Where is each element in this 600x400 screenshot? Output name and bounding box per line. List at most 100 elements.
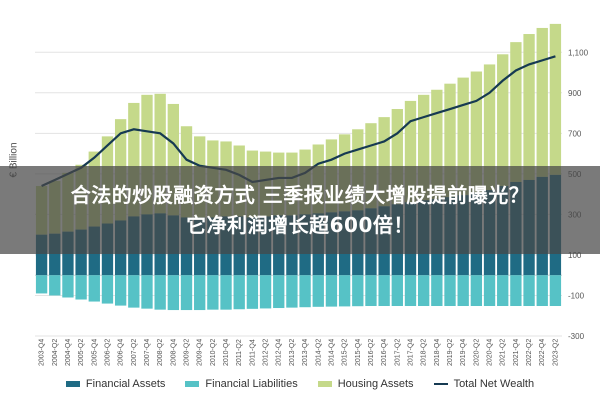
y-tick-label: 700 <box>568 129 582 138</box>
x-tick-label: 2003-Q4 <box>39 339 46 366</box>
housing-assets-bar <box>536 27 548 177</box>
housing-assets-bar <box>154 93 166 214</box>
financial-liabilities-bar <box>431 275 443 307</box>
x-tick-label: 2011-Q2 <box>236 339 243 366</box>
legend-label: Total Net Wealth <box>453 378 535 390</box>
financial-liabilities-bar <box>180 275 193 311</box>
overlay-subheadline: 它净利润增长超600倍！ <box>186 213 414 237</box>
x-tick-label: 2019-Q2 <box>447 339 454 366</box>
x-tick-label: 2020-Q4 <box>487 339 494 366</box>
x-tick-label: 2018-Q2 <box>421 339 428 366</box>
financial-liabilities-bar <box>259 275 272 309</box>
housing-assets-bar <box>431 89 443 200</box>
x-tick-label: 2020-Q2 <box>473 339 480 366</box>
x-tick-label: 2023-Q2 <box>552 339 559 366</box>
x-tick-label: 2006-Q2 <box>104 339 111 366</box>
x-tick-label: 2015-Q2 <box>342 339 349 366</box>
financial-liabilities-bar <box>365 275 377 307</box>
financial-liabilities-bar <box>220 275 232 310</box>
financial-liabilities-bar <box>404 275 417 307</box>
legend: Financial Assets Financial Liabilities Hou… <box>0 376 600 392</box>
housing-assets-bar <box>141 94 153 215</box>
x-tick-label: 2011-Q4 <box>249 339 256 366</box>
x-tick-label: 2012-Q4 <box>276 339 283 366</box>
x-tick-label: 2017-Q2 <box>394 339 401 366</box>
financial-liabilities-bar <box>101 275 114 304</box>
x-tick-label: 2012-Q2 <box>263 339 270 366</box>
x-tick-label: 2004-Q2 <box>52 339 59 366</box>
financial-liabilities-bar <box>128 275 140 308</box>
legend-swatch <box>433 383 448 385</box>
housing-assets-bar <box>497 54 509 187</box>
x-tick-label: 2014-Q4 <box>328 339 335 366</box>
x-tick-label: 2013-Q4 <box>302 339 309 366</box>
x-tick-label: 2017-Q4 <box>407 339 414 366</box>
x-tick-label: 2018-Q4 <box>434 339 441 366</box>
housing-assets-bar <box>510 42 522 182</box>
financial-liabilities-bar <box>299 275 311 308</box>
financial-liabilities-bar <box>167 275 180 311</box>
financial-liabilities-bar <box>88 275 100 302</box>
housing-assets-bar <box>457 77 469 196</box>
housing-assets-bar <box>404 100 417 203</box>
financial-liabilities-bar <box>312 275 324 307</box>
legend-swatch <box>65 381 80 387</box>
financial-liabilities-bar <box>444 275 456 307</box>
x-tick-label: 2005-Q2 <box>78 339 85 366</box>
y-tick-label: 1,100 <box>568 48 589 57</box>
housing-assets-bar <box>483 64 496 191</box>
x-tick-label: 2016-Q4 <box>381 339 388 366</box>
financial-liabilities-bar <box>141 275 153 309</box>
financial-liabilities-bar <box>378 275 390 307</box>
financial-liabilities-bar <box>286 275 298 308</box>
legend-label: Financial Assets <box>85 378 166 390</box>
x-tick-label: 2010-Q4 <box>223 339 230 366</box>
financial-liabilities-bar <box>194 275 206 311</box>
x-tick-label: 2021-Q2 <box>500 339 507 366</box>
financial-liabilities-bar <box>470 275 483 307</box>
financial-liabilities-bar <box>338 275 351 307</box>
housing-assets-bar <box>417 94 430 201</box>
overlay-headline: 合法的炒股融资方式 三季报业绩大增股提前曝光？ <box>70 183 530 207</box>
overlay-banner[interactable]: 合法的炒股融资方式 三季报业绩大增股提前曝光？ 它净利润增长超600倍！ <box>0 166 600 254</box>
x-tick-label: 2013-Q2 <box>289 339 296 366</box>
housing-assets-bar <box>444 83 456 198</box>
financial-liabilities-bar <box>523 275 535 307</box>
x-tick-label: 2004-Q4 <box>65 339 72 366</box>
y-tick-label: 100 <box>568 251 582 260</box>
financial-liabilities-bar <box>457 275 469 307</box>
financial-liabilities-bar <box>246 275 259 309</box>
legend-item: Financial Assets <box>65 378 166 390</box>
x-tick-labels: 2003-Q4 2004-Q2 2004-Q4 2005-Q2 2005-Q4 2006-… <box>39 339 560 366</box>
x-tick-label: 2014-Q2 <box>315 339 322 366</box>
legend-item: Housing Assets <box>317 378 414 390</box>
financial-liabilities-bar <box>62 275 74 298</box>
financial-liabilities-bar <box>536 275 548 307</box>
financial-liabilities-bar <box>325 275 338 307</box>
x-tick-label: 2006-Q4 <box>118 339 125 366</box>
x-tick-label: 2005-Q4 <box>91 339 98 366</box>
financial-liabilities-bar <box>49 275 61 296</box>
financial-liabilities-bar <box>510 275 522 307</box>
y-tick-label: -100 <box>568 291 585 300</box>
x-tick-label: 2010-Q2 <box>210 339 217 366</box>
financial-liabilities-bar <box>549 275 562 307</box>
housing-assets-bar <box>365 123 377 209</box>
financial-liabilities-bar <box>483 275 496 307</box>
financial-liabilities-bar <box>417 275 430 307</box>
housing-assets-bar <box>470 71 483 194</box>
housing-assets-bar <box>523 34 535 180</box>
financial-liabilities-bar <box>207 275 219 310</box>
financial-liabilities-bar <box>497 275 509 307</box>
x-tick-label: 2009-Q2 <box>184 339 191 366</box>
x-tick-label: 2008-Q2 <box>157 339 164 366</box>
x-tick-label: 2015-Q4 <box>355 339 362 366</box>
financial-liabilities-bar <box>352 275 364 307</box>
x-tick-label: 2022-Q4 <box>539 339 546 366</box>
legend-swatch <box>185 381 200 387</box>
x-tick-label: 2016-Q2 <box>368 339 375 366</box>
financial-liabilities-bar <box>35 275 48 294</box>
financial-assets-bar <box>49 233 61 276</box>
housing-assets-bar <box>549 23 562 175</box>
x-tick-label: 2008-Q4 <box>170 339 177 366</box>
